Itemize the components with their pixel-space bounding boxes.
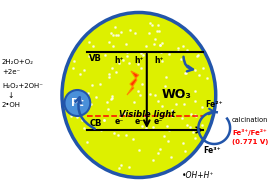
Text: CB: CB [89, 119, 102, 128]
Ellipse shape [62, 12, 216, 177]
Text: Pt: Pt [71, 98, 84, 108]
Text: Fe³⁺: Fe³⁺ [203, 146, 221, 155]
Text: 2•OH: 2•OH [2, 102, 21, 108]
Text: e⁻: e⁻ [134, 117, 143, 126]
Text: WO₃: WO₃ [162, 88, 192, 101]
Text: H₂O₂+2OH⁻: H₂O₂+2OH⁻ [2, 83, 43, 89]
Text: h⁺: h⁺ [134, 56, 144, 65]
Text: 2H₂O+O₂: 2H₂O+O₂ [2, 59, 34, 65]
Text: VB: VB [89, 54, 102, 63]
Text: +2e⁻: +2e⁻ [2, 69, 20, 75]
Circle shape [64, 90, 90, 116]
Text: h⁺: h⁺ [114, 56, 124, 65]
Text: Fe³⁺/Fe²⁺: Fe³⁺/Fe²⁺ [232, 129, 267, 136]
Text: •OH+H⁺: •OH+H⁺ [182, 170, 215, 180]
Polygon shape [127, 71, 139, 95]
Text: h⁺: h⁺ [154, 56, 163, 65]
Text: Fe²⁺: Fe²⁺ [205, 100, 223, 109]
Text: calcination: calcination [232, 117, 269, 123]
Text: e⁻: e⁻ [114, 117, 124, 126]
Text: (0.771 V): (0.771 V) [232, 139, 269, 145]
Text: e⁻: e⁻ [154, 117, 163, 126]
Text: Visible light: Visible light [119, 110, 175, 119]
Text: ↓: ↓ [8, 91, 14, 101]
